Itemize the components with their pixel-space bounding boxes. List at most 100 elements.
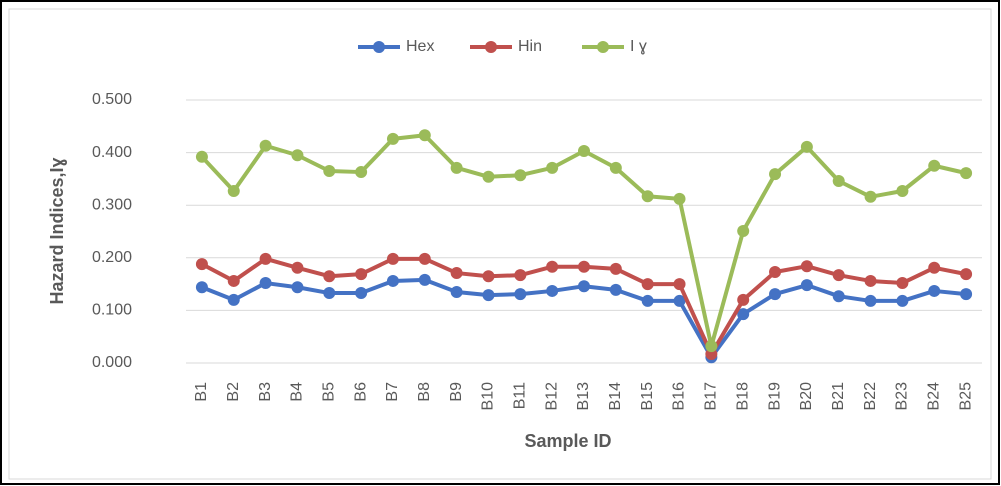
data-point [896,294,909,307]
x-tick-label: B10 [480,382,497,411]
x-tick-label: B25 [957,382,974,411]
x-tick-label: B13 [575,382,592,411]
data-point [291,281,304,294]
data-point [609,161,622,174]
data-point [227,293,240,306]
x-tick-label: B5 [320,382,337,402]
data-point [928,159,941,172]
data-point [737,308,750,321]
data-point [259,277,272,290]
data-point [482,270,495,283]
data-point [864,190,877,203]
x-tick-label: B16 [671,382,688,411]
data-point [482,170,495,183]
data-point [864,274,877,287]
data-point [323,165,336,178]
data-point [259,252,272,265]
data-point [386,132,399,145]
x-tick-label: B12 [543,382,560,411]
data-point [195,258,208,271]
data-point [800,140,813,153]
data-point [609,262,622,275]
data-point [386,252,399,265]
data-point [227,184,240,197]
legend-label: I ɣ [630,38,647,55]
data-point [514,169,527,182]
data-point [769,266,782,279]
x-tick-label: B8 [416,382,433,402]
legend-label: Hin [518,38,542,55]
data-point [737,293,750,306]
y-tick-label: 0.200 [92,249,132,266]
y-tick-label: 0.000 [92,354,132,371]
data-point [641,294,654,307]
data-point [864,294,877,307]
data-point [960,288,973,301]
data-point [386,274,399,287]
x-tick-label: B14 [607,382,624,411]
y-tick-label: 0.400 [92,144,132,161]
data-point [609,283,622,296]
data-point [355,268,368,281]
data-point [450,285,463,298]
x-tick-label: B4 [289,382,306,402]
data-point [769,288,782,301]
data-point [450,161,463,174]
x-tick-label: B9 [448,382,465,402]
x-tick-label: B7 [384,382,401,402]
data-point [291,261,304,274]
data-point [896,277,909,290]
data-point [673,278,686,291]
data-point [832,269,845,282]
x-tick-label: B22 [862,382,879,411]
data-point [928,284,941,297]
data-point [673,294,686,307]
y-tick-label: 0.500 [92,91,132,108]
data-point [514,269,527,282]
data-point [355,287,368,300]
data-point [546,260,559,273]
data-point [418,129,431,142]
data-point [418,273,431,286]
data-point [769,168,782,181]
data-point [259,139,272,152]
x-tick-label: B2 [225,382,242,402]
data-point [960,167,973,180]
legend-marker [597,41,609,53]
x-tick-label: B1 [193,382,210,402]
x-tick-label: B3 [257,382,274,402]
legend-marker [373,41,385,53]
x-tick-label: B15 [639,382,656,411]
data-point [195,281,208,294]
x-axis-title: Sample ID [524,431,611,451]
data-point [482,289,495,302]
data-point [641,190,654,203]
data-point [450,267,463,280]
data-point [291,149,304,162]
data-point [896,184,909,197]
data-point [705,340,718,353]
legend-label: Hex [406,38,434,55]
data-point [195,150,208,163]
x-tick-label: B17 [703,382,720,411]
y-axis-title: Hazard Indices,Iɣ [47,157,67,304]
data-point [546,161,559,174]
data-point [800,260,813,273]
x-tick-label: B23 [894,382,911,411]
x-tick-label: B18 [734,382,751,411]
data-point [355,166,368,179]
y-tick-label: 0.100 [92,302,132,319]
data-point [323,270,336,283]
legend-marker [485,41,497,53]
data-point [578,145,590,158]
x-tick-label: B6 [352,382,369,402]
x-tick-label: B21 [830,382,847,411]
data-point [514,288,527,301]
data-point [928,261,941,274]
data-point [323,287,336,300]
data-point [546,284,559,297]
data-point [227,274,240,287]
x-tick-label: B20 [798,382,815,411]
x-tick-label: B11 [512,382,529,409]
